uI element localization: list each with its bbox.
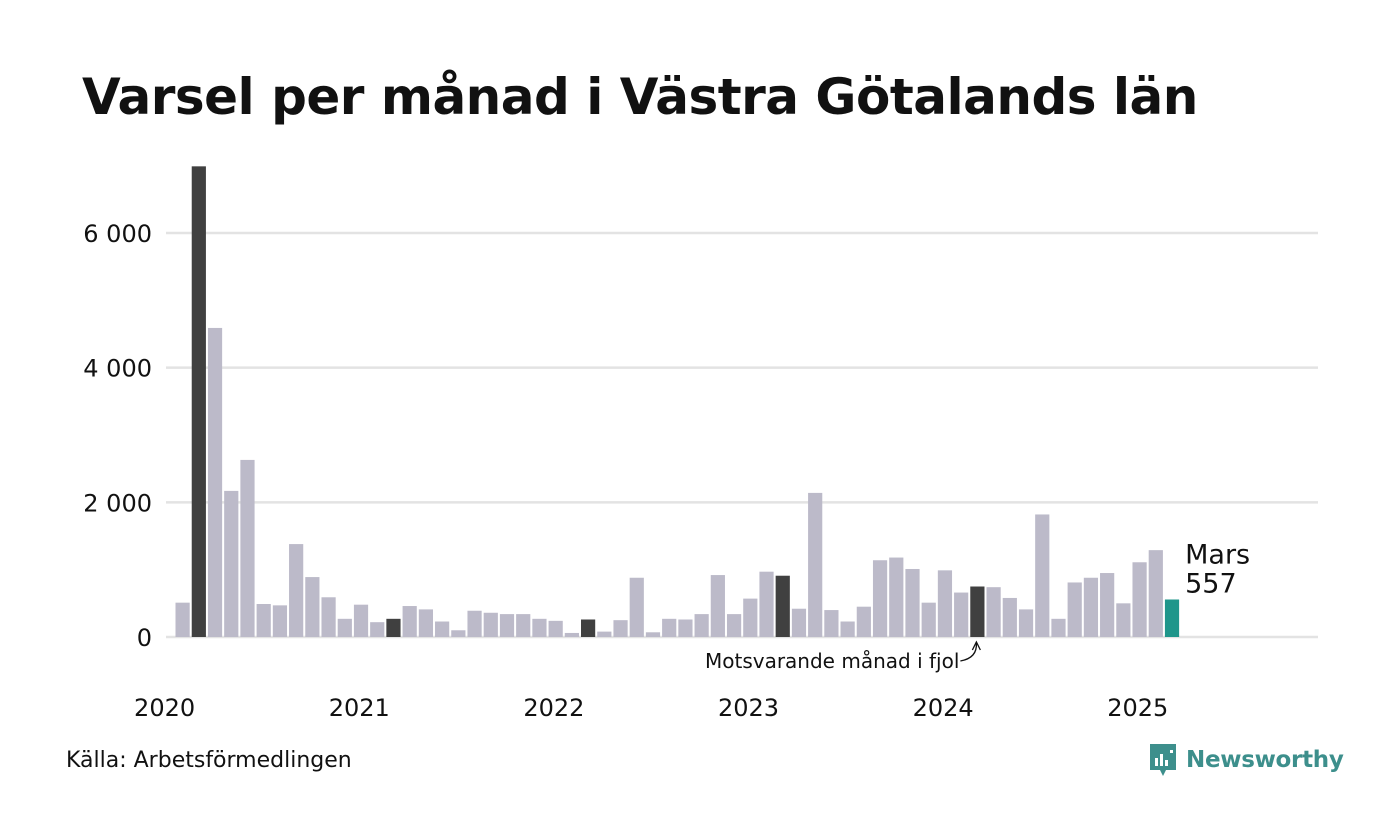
- x-tick-label: 2025: [1107, 694, 1168, 722]
- newsworthy-logo-icon: [1150, 744, 1176, 776]
- bar-same-month: [970, 586, 985, 637]
- bar: [402, 606, 417, 637]
- x-tick-label: 2024: [913, 694, 974, 722]
- bar: [872, 560, 888, 637]
- bar: [808, 492, 823, 637]
- bar: [548, 620, 563, 637]
- bar: [467, 610, 482, 637]
- bar: [353, 604, 369, 637]
- bar: [986, 587, 1001, 637]
- bar: [418, 609, 433, 637]
- chart-title: Varsel per månad i Västra Götalands län: [82, 68, 1198, 126]
- bar-same-month: [775, 575, 790, 637]
- bar: [824, 610, 839, 637]
- bar: [856, 606, 871, 637]
- bar: [791, 608, 807, 637]
- same-month-annotation: Motsvarande månad i fjol: [705, 649, 959, 673]
- bar: [1116, 603, 1131, 637]
- bar: [597, 631, 612, 637]
- bar: [224, 490, 239, 637]
- bar: [710, 575, 725, 637]
- bar: [726, 614, 742, 637]
- bar: [1148, 550, 1163, 637]
- annotation-arrow: [960, 642, 978, 662]
- bar: [1035, 514, 1050, 637]
- x-tick-label: 2023: [718, 694, 779, 722]
- bar: [629, 577, 644, 637]
- bar: [613, 620, 628, 637]
- bar-same-month: [581, 619, 596, 637]
- bar: [1132, 562, 1147, 637]
- bar: [289, 544, 304, 637]
- bar: [240, 459, 255, 637]
- bar: [256, 604, 271, 637]
- bar: [759, 571, 774, 637]
- bar: [1051, 618, 1066, 637]
- source-label: Källa: Arbetsförmedlingen: [66, 748, 352, 773]
- bar: [435, 621, 450, 637]
- bar: [921, 602, 936, 637]
- bar: [937, 570, 953, 637]
- y-tick-label: 6 000: [83, 220, 152, 248]
- bar: [321, 597, 336, 637]
- bars: [175, 166, 1180, 637]
- bar: [954, 592, 969, 637]
- bar: [564, 632, 579, 637]
- y-axis-tick-labels: 0 2 000 4 000 6 000: [83, 220, 152, 652]
- bar: [743, 598, 758, 637]
- current-value-label: 557: [1185, 568, 1237, 599]
- brand-name: Newsworthy: [1186, 747, 1344, 773]
- x-axis-tick-labels: 2020 2021 2022 2023 2024 2025: [134, 694, 1168, 722]
- bar: [1083, 577, 1099, 637]
- brand-logo: Newsworthy: [1148, 742, 1344, 778]
- annotation-arrowhead: [971, 640, 981, 651]
- bar: [694, 614, 709, 637]
- bar: [272, 605, 288, 637]
- bar: [483, 612, 498, 637]
- bar: [305, 577, 320, 637]
- bar: [1018, 609, 1034, 637]
- x-tick-label: 2021: [329, 694, 390, 722]
- bar: [1067, 582, 1082, 637]
- bar: [1100, 573, 1115, 637]
- bar: [337, 618, 352, 637]
- x-tick-label: 2022: [523, 694, 584, 722]
- bar: [645, 632, 661, 637]
- bar: [499, 614, 515, 637]
- bar: [516, 614, 531, 637]
- bar: [451, 630, 466, 637]
- y-tick-label: 2 000: [83, 489, 152, 517]
- bar-current-month: [1164, 599, 1180, 637]
- bar: [370, 622, 385, 637]
- bar-same-month: [191, 166, 206, 637]
- bar: [905, 568, 920, 637]
- x-tick-label: 2020: [134, 694, 195, 722]
- bar: [1002, 597, 1017, 637]
- y-tick-label: 0: [137, 624, 152, 652]
- current-month-label: Mars: [1185, 539, 1250, 570]
- y-tick-label: 4 000: [83, 355, 152, 383]
- bar: [678, 619, 693, 637]
- bar: [840, 621, 855, 637]
- bar: [175, 602, 190, 637]
- bar: [662, 618, 677, 637]
- bar: [532, 618, 547, 637]
- bar-same-month: [386, 618, 401, 637]
- bar: [207, 327, 223, 637]
- bar: [889, 557, 904, 637]
